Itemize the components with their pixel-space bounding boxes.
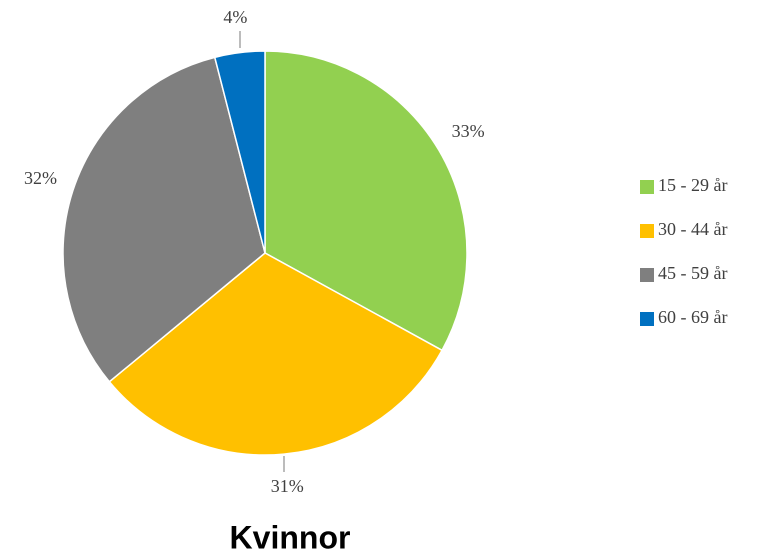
legend-label: 45 - 59 år xyxy=(658,263,727,283)
legend-swatch xyxy=(640,268,654,282)
pie-slice xyxy=(264,50,468,352)
legend-label: 15 - 29 år xyxy=(658,175,727,195)
data-label: 33% xyxy=(452,121,485,141)
legend-swatch xyxy=(640,180,654,194)
pie-slice xyxy=(62,56,266,383)
data-label: 4% xyxy=(223,7,247,27)
data-label: 31% xyxy=(271,476,304,496)
data-label: 32% xyxy=(24,168,57,188)
legend-label: 30 - 44 år xyxy=(658,219,727,239)
pie-slice xyxy=(213,50,266,254)
legend-swatch xyxy=(640,224,654,238)
legend-label: 60 - 69 år xyxy=(658,307,727,327)
legend-swatch xyxy=(640,312,654,326)
pie-slice xyxy=(108,252,444,456)
chart-title: Kvinnor xyxy=(230,519,351,555)
